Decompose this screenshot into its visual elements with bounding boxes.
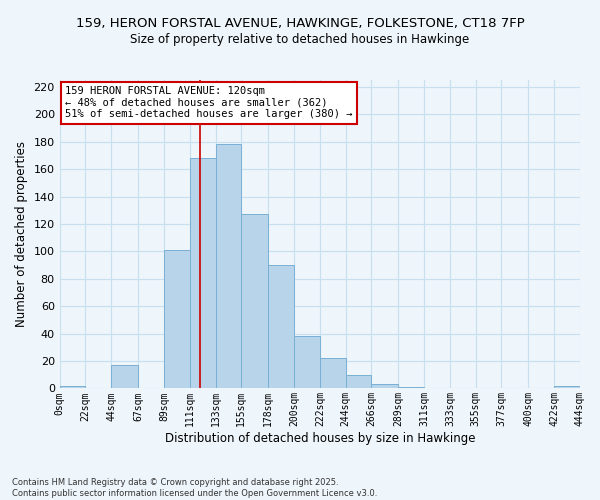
Bar: [371, 384, 398, 388]
Bar: [164, 250, 190, 388]
Bar: [294, 336, 320, 388]
Bar: [268, 265, 294, 388]
X-axis label: Distribution of detached houses by size in Hawkinge: Distribution of detached houses by size …: [164, 432, 475, 445]
Bar: [241, 214, 268, 388]
Bar: [59, 386, 85, 388]
Bar: [215, 144, 241, 388]
Text: 159, HERON FORSTAL AVENUE, HAWKINGE, FOLKESTONE, CT18 7FP: 159, HERON FORSTAL AVENUE, HAWKINGE, FOL…: [76, 18, 524, 30]
Bar: [554, 386, 580, 388]
Bar: [346, 374, 371, 388]
Bar: [398, 387, 424, 388]
Text: Contains HM Land Registry data © Crown copyright and database right 2025.
Contai: Contains HM Land Registry data © Crown c…: [12, 478, 377, 498]
Y-axis label: Number of detached properties: Number of detached properties: [15, 141, 28, 327]
Bar: [320, 358, 346, 388]
Bar: [111, 365, 138, 388]
Bar: [190, 158, 215, 388]
Text: Size of property relative to detached houses in Hawkinge: Size of property relative to detached ho…: [130, 32, 470, 46]
Text: 159 HERON FORSTAL AVENUE: 120sqm
← 48% of detached houses are smaller (362)
51% : 159 HERON FORSTAL AVENUE: 120sqm ← 48% o…: [65, 86, 352, 120]
